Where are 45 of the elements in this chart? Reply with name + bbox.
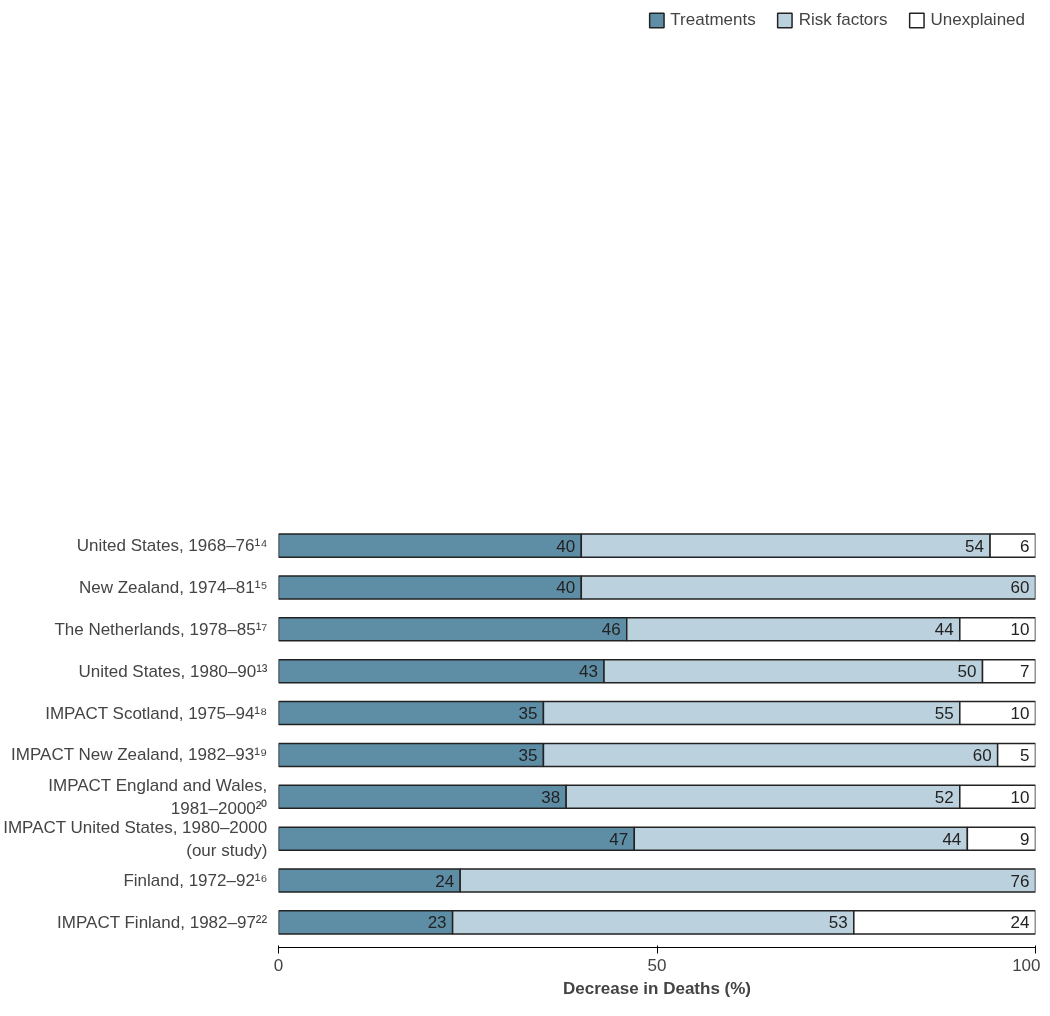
x-tick-label: 100 <box>1012 955 1041 975</box>
data-label: 24 <box>435 871 455 891</box>
x-tick-label: 50 <box>647 955 667 975</box>
data-label: 10 <box>1010 704 1030 724</box>
data-label: 55 <box>934 704 954 724</box>
data-label: 47 <box>609 829 629 849</box>
data-label: 46 <box>601 620 621 640</box>
data-label: 35 <box>518 704 538 724</box>
y-tick-label: IMPACT England and Wales, 1981–2000²⁰ <box>48 775 268 818</box>
y-tick-label: United States, 1968–76¹⁴ <box>76 536 268 556</box>
data-label: 54 <box>965 536 985 556</box>
data-label: 52 <box>934 787 954 807</box>
data-label: 6 <box>1019 536 1030 556</box>
data-label: 44 <box>942 829 962 849</box>
x-axis-title: Decrease in Deaths (%) <box>562 978 752 998</box>
data-label: 7 <box>1019 662 1030 682</box>
data-label: 43 <box>579 662 598 682</box>
data-label: 76 <box>1010 871 1030 891</box>
data-label: 23 <box>427 913 447 933</box>
data-label: 40 <box>556 536 576 556</box>
data-label: 5 <box>1019 745 1030 765</box>
legend-label: Risk factors <box>798 10 888 30</box>
legend-label: Unexplained <box>930 10 1025 30</box>
y-tick-label: New Zealand, 1974–81¹⁵ <box>79 577 268 597</box>
data-label: 60 <box>972 745 992 765</box>
data-label: 40 <box>556 578 576 598</box>
y-tick-label: IMPACT Scotland, 1975–94¹⁸ <box>45 703 268 723</box>
data-label: 38 <box>541 787 561 807</box>
y-tick-label: IMPACT New Zealand, 1982–93¹⁹ <box>11 745 268 765</box>
data-label: 44 <box>934 620 954 640</box>
x-tick-label: 0 <box>273 955 284 975</box>
y-tick-label: United States, 1980–90¹³ <box>78 661 268 681</box>
y-tick-label: IMPACT Finland, 1982–97²² <box>57 912 268 932</box>
data-label: 24 <box>1010 913 1030 933</box>
data-label: 10 <box>1010 787 1030 807</box>
y-tick-label: The Netherlands, 1978–85¹⁷ <box>54 619 268 639</box>
legend-label: Treatments <box>670 10 756 30</box>
y-tick-label: IMPACT United States, 1980–2000 (our study) <box>3 817 268 860</box>
data-label: 10 <box>1010 620 1030 640</box>
data-label: 50 <box>957 662 977 682</box>
data-label: 53 <box>828 913 848 933</box>
data-label: 35 <box>518 745 538 765</box>
data-label: 60 <box>1010 578 1030 598</box>
data-label: 9 <box>1019 829 1030 849</box>
y-tick-label: Finland, 1972–92¹⁶ <box>123 871 268 891</box>
